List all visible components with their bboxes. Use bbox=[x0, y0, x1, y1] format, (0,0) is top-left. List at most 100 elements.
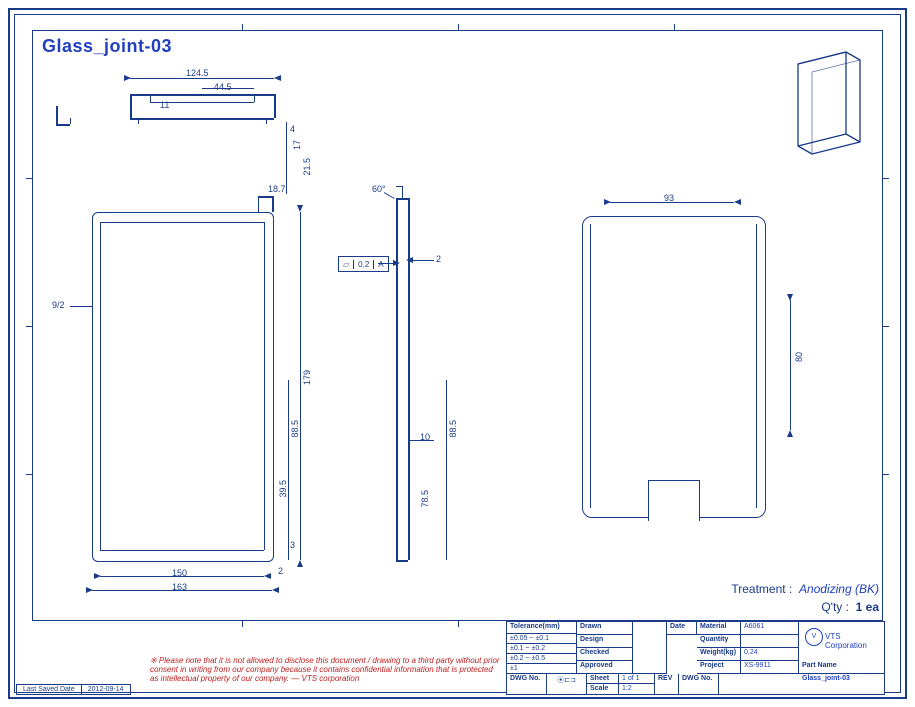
frame-tick bbox=[458, 621, 459, 627]
disclaimer-text: ※ Please note that it is not allowed to … bbox=[150, 656, 500, 684]
dim-label: 18.7 bbox=[268, 184, 286, 194]
frame-tick bbox=[26, 474, 32, 475]
dim-label: 2 bbox=[436, 254, 441, 264]
line bbox=[396, 186, 402, 187]
dim-label: 10 bbox=[420, 432, 430, 442]
frame-tick bbox=[26, 326, 32, 327]
title-block: Tolerance(mm) ±0.05 ~ ±0.1 ±0.1 ~ ±0.2 ±… bbox=[506, 621, 885, 695]
tb-dwgno2: DWG No. bbox=[679, 674, 719, 694]
tb-partname-val: Glass_joint-03 bbox=[799, 674, 884, 694]
qty-value: 1 ea bbox=[856, 600, 879, 614]
dim-label: 78.5 bbox=[420, 490, 430, 508]
leader bbox=[410, 260, 434, 261]
dim-label: 88.5 bbox=[290, 420, 300, 438]
line bbox=[56, 124, 70, 126]
line bbox=[150, 94, 151, 102]
dim-label: 11 bbox=[160, 100, 169, 110]
feature-control-frame: ⏥ 0.2 A bbox=[338, 256, 389, 272]
line bbox=[138, 118, 139, 124]
elevation-view bbox=[92, 212, 274, 562]
line bbox=[756, 224, 757, 508]
line bbox=[264, 222, 265, 550]
line bbox=[274, 94, 276, 118]
tb-tolerance-head: Tolerance(mm) bbox=[507, 622, 577, 634]
dim-label: 4 bbox=[290, 124, 295, 134]
line bbox=[56, 106, 58, 124]
tb-material: Material bbox=[697, 622, 741, 635]
arrow-icon bbox=[264, 573, 271, 579]
last-saved-value: 2012-09-14 bbox=[82, 685, 130, 694]
line bbox=[258, 196, 259, 212]
line bbox=[272, 196, 274, 212]
frame-tick bbox=[242, 621, 243, 627]
dim-label: 163 bbox=[172, 582, 187, 592]
line bbox=[396, 560, 408, 562]
qty-label: Q'ty : bbox=[821, 600, 849, 614]
line bbox=[130, 94, 132, 118]
line bbox=[408, 198, 410, 560]
frame-tick bbox=[883, 178, 889, 179]
company-name: VTS Corporation bbox=[825, 632, 881, 650]
fcf-tol: 0.2 bbox=[354, 260, 374, 269]
dimline bbox=[446, 380, 447, 560]
drawing-title: Glass_joint-03 bbox=[42, 36, 172, 57]
line bbox=[266, 118, 267, 124]
arrow-icon bbox=[297, 205, 303, 212]
dimline bbox=[790, 300, 791, 430]
frame-tick bbox=[883, 326, 889, 327]
leader bbox=[286, 122, 287, 194]
dim-label: 9/2 bbox=[52, 300, 65, 310]
arrow-icon bbox=[124, 75, 131, 81]
last-saved-box: Last Saved Date 2012-09-14 bbox=[16, 684, 131, 695]
tb-tol-row: ±1 bbox=[507, 664, 577, 674]
fcf-symbol: ⏥ bbox=[339, 260, 354, 269]
arrow-icon bbox=[297, 560, 303, 567]
dim-label: 88.5 bbox=[448, 420, 458, 438]
isometric-view bbox=[790, 46, 870, 156]
tb-project: Project bbox=[697, 661, 741, 674]
dimline bbox=[300, 212, 301, 560]
arrow-icon bbox=[94, 573, 101, 579]
logo-icon: V bbox=[805, 628, 823, 646]
tb-project-val: XS-9911 bbox=[741, 661, 799, 674]
dim-label: 3 bbox=[290, 540, 295, 550]
tb-partname: Part Name bbox=[799, 661, 884, 674]
tb-material-val: A6061 bbox=[741, 622, 799, 635]
line bbox=[70, 118, 71, 124]
frame-tick bbox=[458, 24, 459, 30]
dim-label: 21.5 bbox=[302, 158, 312, 176]
frame-tick bbox=[883, 474, 889, 475]
tb-scale-val: 1:2 bbox=[619, 684, 655, 694]
tb-checked: Checked bbox=[577, 648, 633, 661]
arrow-icon bbox=[272, 587, 279, 593]
tb-approved: Approved bbox=[577, 661, 633, 674]
line bbox=[590, 224, 591, 508]
dim-label: 39.5 bbox=[278, 480, 288, 498]
frame-tick bbox=[242, 24, 243, 30]
frame-tick bbox=[26, 178, 32, 179]
dim-label: 150 bbox=[172, 568, 187, 578]
line bbox=[130, 94, 274, 96]
line bbox=[254, 94, 255, 102]
tb-weight-val: 0.24 bbox=[741, 648, 799, 661]
treatment-row: Treatment : Anodizing (BK) bbox=[731, 582, 879, 596]
line bbox=[396, 198, 398, 560]
line bbox=[130, 118, 274, 120]
tb-sign-blank bbox=[633, 622, 667, 674]
dim-label: 124.5 bbox=[186, 68, 209, 78]
dim-label: 17 bbox=[292, 140, 302, 150]
line bbox=[100, 222, 264, 223]
dimline bbox=[288, 380, 289, 560]
dim-label: 44.5 bbox=[214, 82, 232, 92]
notch bbox=[648, 480, 700, 521]
arrow-icon bbox=[604, 199, 611, 205]
line bbox=[396, 198, 408, 200]
company-logo: V VTS Corporation bbox=[805, 626, 881, 656]
dim-label: 2 bbox=[278, 566, 283, 576]
line bbox=[402, 186, 403, 198]
arrow-icon bbox=[406, 257, 413, 263]
fcf-datum: A bbox=[374, 260, 387, 269]
tb-scale: Scale bbox=[587, 684, 619, 694]
tb-proj-symbol: ⦿⊏⊐ bbox=[547, 674, 587, 694]
tb-tol-row: ±0.05 ~ ±0.1 bbox=[507, 634, 577, 644]
